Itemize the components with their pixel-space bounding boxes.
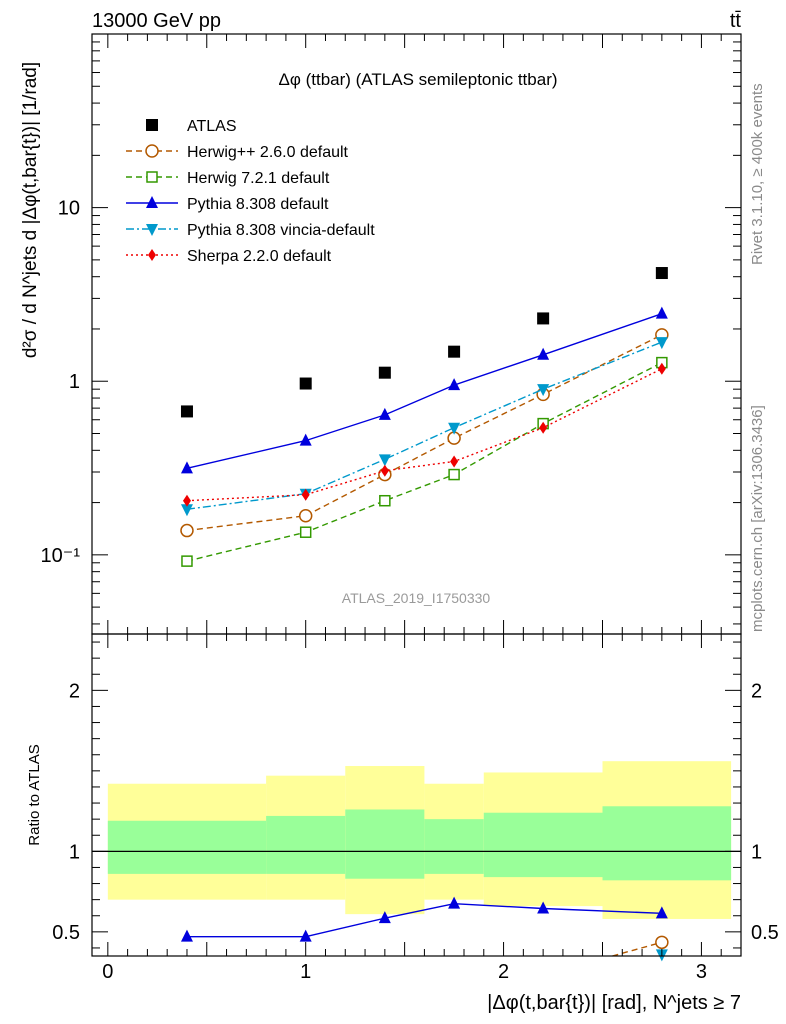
legend-marker-herwigpp xyxy=(145,144,159,158)
ratio-point-herwigpp xyxy=(655,935,669,950)
uncertainty-band-inner xyxy=(266,815,346,874)
data-point-atlas xyxy=(537,312,550,325)
header-energy-label: 13000 GeV pp xyxy=(92,10,221,32)
x-tick-label: 3 xyxy=(696,961,707,983)
y-tick-label: 1 xyxy=(69,371,80,393)
ratio-point-pythia xyxy=(448,896,461,909)
y-tick-label: 10 xyxy=(58,198,80,220)
ratio-point-pythia xyxy=(655,906,668,919)
data-point-vincia xyxy=(448,422,461,435)
legend-label-atlas: ATLAS xyxy=(187,118,237,135)
main-y-axis-label: d²σ / d N^jets d |Δφ(t,bar{t})| [1/rad] xyxy=(20,62,41,358)
header-process-label: tt̄ xyxy=(730,10,742,32)
legend-marker-pythia xyxy=(146,196,158,208)
series-line-sherpa xyxy=(186,368,663,502)
data-point-sherpa xyxy=(539,421,548,434)
uncertainty-band-inner xyxy=(483,812,603,878)
data-point-pythia xyxy=(299,433,312,446)
rivet-version-label: Rivet 3.1.10, ≥ 400k events xyxy=(749,83,766,265)
ratio-y-tick-label-right: 2 xyxy=(751,680,762,702)
data-point-pythia xyxy=(537,347,550,360)
series-line-herwig7 xyxy=(186,361,663,562)
data-point-sherpa xyxy=(182,494,191,507)
legend-marker-sherpa xyxy=(148,249,156,261)
ratio-point-pythia xyxy=(537,901,550,914)
uncertainty-band-inner xyxy=(345,809,425,879)
ratio-y-tick-label-right: 0.5 xyxy=(751,922,779,944)
ratio-panel: 0.5 0.5 1 1 2 2 0 1 2 3 Ratio to ATLAS |Δφ(t,bar{… xyxy=(26,633,779,1014)
legend-marker-herwig7 xyxy=(146,171,158,183)
ratio-y-tick-label: 1 xyxy=(69,841,80,863)
x-tick-label: 0 xyxy=(102,961,113,983)
data-point-pythia xyxy=(180,461,193,474)
ratio-line-herwigpp xyxy=(612,941,663,957)
legend-marker-atlas xyxy=(146,119,158,131)
data-point-herwig7 xyxy=(379,494,391,507)
data-point-atlas xyxy=(655,267,668,280)
ratio-point-pythia xyxy=(378,911,391,924)
x-tick-label: 1 xyxy=(300,961,311,983)
ratio-panel-frame xyxy=(91,633,742,957)
data-point-herwigpp xyxy=(180,523,194,538)
main-plot-title: Δφ (ttbar) (ATLAS semileptonic ttbar) xyxy=(278,70,557,89)
data-point-vincia xyxy=(180,504,193,517)
data-point-herwig7 xyxy=(448,468,460,481)
data-point-atlas xyxy=(299,377,312,390)
ratio-y-tick-label: 2 xyxy=(69,680,80,702)
data-point-herwig7 xyxy=(181,555,193,567)
legend-label-vincia: Pythia 8.308 vincia-default xyxy=(187,222,375,239)
data-point-vincia xyxy=(378,454,391,467)
series-line-pythia xyxy=(186,313,663,470)
legend: ATLAS Herwig++ 2.6.0 default Herwig 7.2.1 … xyxy=(126,118,375,265)
analysis-watermark: ATLAS_2019_I1750330 xyxy=(342,590,491,606)
data-point-herwig7 xyxy=(299,526,312,538)
uncertainty-band-inner xyxy=(602,806,732,881)
uncertainty-band-inner xyxy=(424,819,484,874)
uncertainty-band-inner xyxy=(107,820,267,874)
legend-label-pythia: Pythia 8.308 default xyxy=(187,196,329,213)
legend-label-sherpa: Sherpa 2.2.0 default xyxy=(187,248,332,265)
x-tick-label: 2 xyxy=(498,961,509,983)
data-point-pythia xyxy=(378,407,391,420)
data-point-vincia xyxy=(537,384,550,397)
data-point-sherpa xyxy=(380,464,389,477)
data-point-pythia xyxy=(448,378,461,391)
ratio-y-axis-label: Ratio to ATLAS xyxy=(26,744,43,845)
series-line-herwigpp xyxy=(186,334,663,532)
ratio-point-pythia xyxy=(180,929,193,942)
data-point-sherpa xyxy=(301,488,310,501)
legend-label-herwig7: Herwig 7.2.1 default xyxy=(187,170,330,187)
data-point-vincia xyxy=(655,337,668,350)
data-point-pythia xyxy=(655,306,668,319)
series-line-vincia xyxy=(186,341,663,510)
data-point-atlas xyxy=(378,366,391,379)
y-tick-label: 10⁻¹ xyxy=(41,545,81,567)
legend-label-herwigpp: Herwig++ 2.6.0 default xyxy=(187,144,349,161)
ratio-point-pythia xyxy=(299,929,312,942)
ratio-y-tick-label-right: 1 xyxy=(751,841,762,863)
data-point-herwigpp xyxy=(298,508,313,523)
ratio-y-tick-label: 0.5 xyxy=(52,922,80,944)
legend-marker-vincia xyxy=(146,224,158,236)
data-point-atlas xyxy=(448,345,461,358)
data-point-sherpa xyxy=(657,362,666,375)
data-point-sherpa xyxy=(450,455,459,468)
mcplots-label: mcplots.cern.ch [arXiv:1306.3436] xyxy=(749,405,766,632)
x-axis-label: |Δφ(t,bar{t})| [rad], N^jets ≥ 7 xyxy=(487,992,741,1014)
data-point-atlas xyxy=(180,405,193,418)
main-panel: Δφ (ttbar) (ATLAS semileptonic ttbar) d²… xyxy=(20,33,742,635)
ratio-line-pythia xyxy=(186,902,662,938)
